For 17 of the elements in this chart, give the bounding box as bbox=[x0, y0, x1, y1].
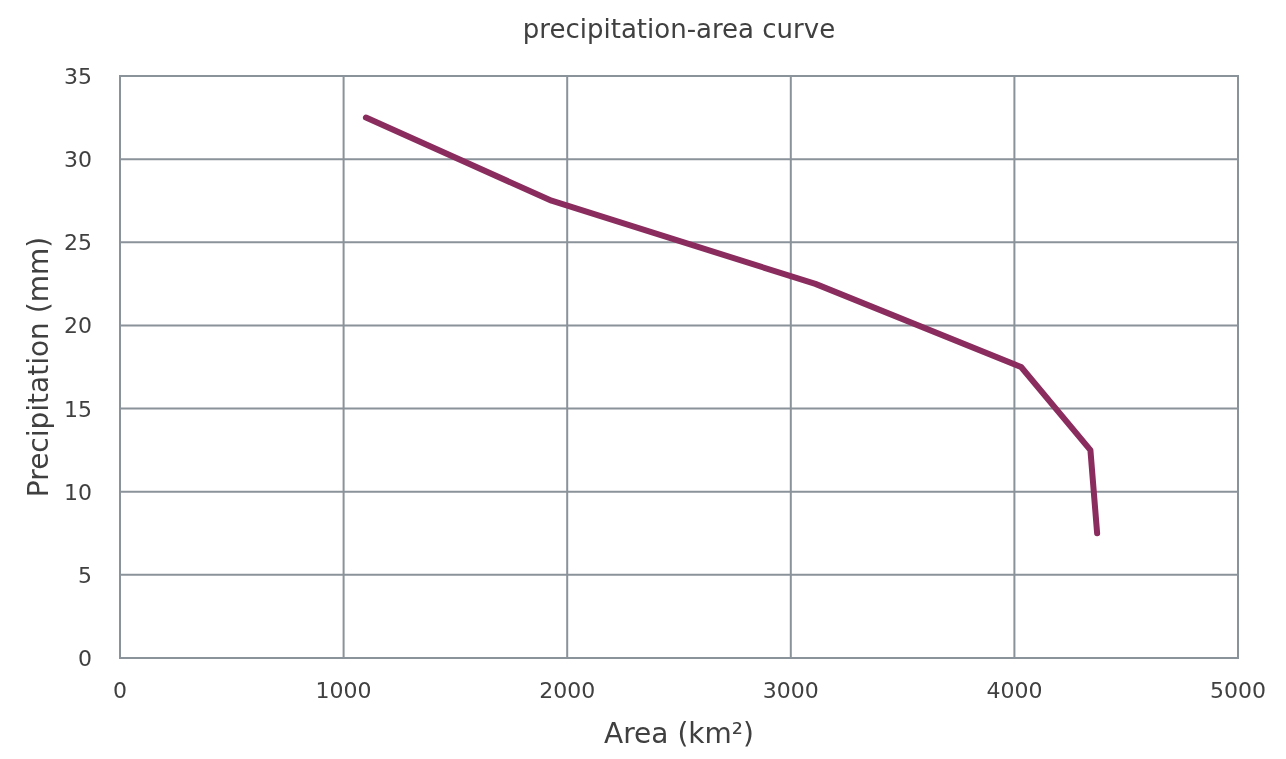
y-tick-label: 15 bbox=[64, 396, 92, 422]
x-tick-label: 3000 bbox=[762, 678, 819, 703]
y-tick-label: 20 bbox=[64, 313, 92, 339]
y-tick-label: 0 bbox=[78, 646, 92, 671]
y-axis-title: Precipitation (mm) bbox=[22, 236, 55, 498]
x-tick-label: 2000 bbox=[539, 678, 596, 703]
x-tick-label: 4000 bbox=[986, 678, 1043, 703]
x-tick-label: 1000 bbox=[315, 678, 372, 703]
x-axis-title: Area (km²) bbox=[604, 717, 754, 750]
chart-title: precipitation-area curve bbox=[522, 14, 836, 44]
y-tick-label: 25 bbox=[64, 230, 92, 256]
x-tick-label: 0 bbox=[113, 678, 127, 703]
y-tick-label: 35 bbox=[64, 64, 92, 89]
x-tick-label: 5000 bbox=[1210, 678, 1266, 703]
y-tick-label: 5 bbox=[78, 562, 92, 588]
y-tick-label: 10 bbox=[64, 479, 92, 505]
y-tick-label: 30 bbox=[64, 147, 92, 173]
